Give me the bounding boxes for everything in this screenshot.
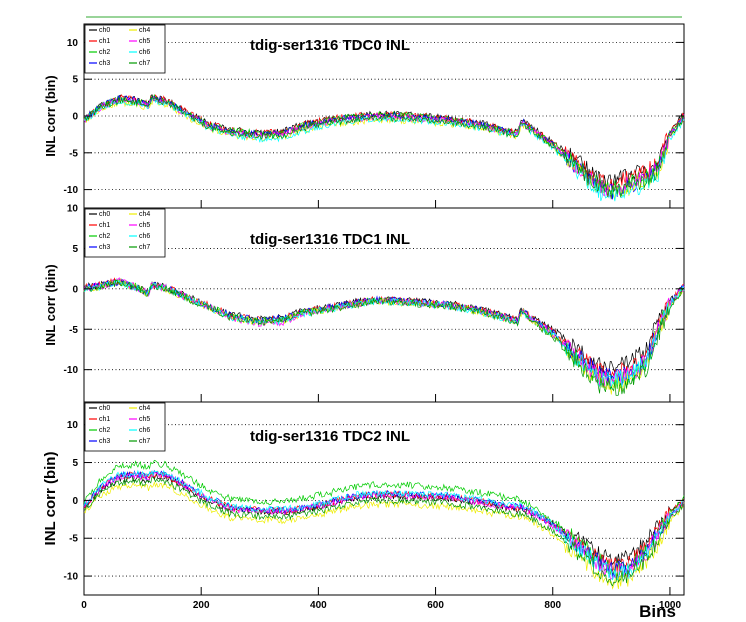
y-tick-label: -10 <box>64 185 79 196</box>
series-line-ch7 <box>83 94 685 199</box>
y-tick-label: -5 <box>69 148 78 159</box>
x-tick-label: 800 <box>544 600 561 611</box>
x-tick-label: 0 <box>81 600 87 611</box>
legend-label-ch4: ch4 <box>139 27 150 34</box>
legend-label-ch4: ch4 <box>139 211 150 218</box>
legend-label-ch1: ch1 <box>99 38 110 45</box>
legend-box <box>84 402 166 452</box>
legend-label-ch4: ch4 <box>139 405 150 412</box>
chart-panel-1: -10 -5 0 5 10 INL corr (bin) tdig-ser1316 TDC1… <box>43 204 685 403</box>
y-axis-label: INL corr (bin) <box>43 75 58 156</box>
y-tick-label: 10 <box>67 420 79 431</box>
chart-title: tdig-ser1316 TDC1 INL <box>250 231 410 248</box>
y-tick-label: 5 <box>72 244 78 255</box>
legend-label-ch6: ch6 <box>139 49 150 56</box>
chart-title: tdig-ser1316 TDC2 INL <box>250 428 410 445</box>
y-tick-label: 0 <box>72 284 78 295</box>
legend-label-ch1: ch1 <box>99 416 110 423</box>
legend-box <box>84 24 166 74</box>
y-tick-label: -5 <box>69 325 78 336</box>
legend-label-ch3: ch3 <box>99 244 110 251</box>
legend-box <box>84 208 166 258</box>
legend-label-ch5: ch5 <box>139 222 150 229</box>
x-tick-label: 1000 <box>659 600 682 611</box>
legend-label-ch5: ch5 <box>139 416 150 423</box>
legend-label-ch3: ch3 <box>99 60 110 67</box>
legend-label-ch3: ch3 <box>99 438 110 445</box>
legend-label-ch2: ch2 <box>99 49 110 56</box>
x-tick-label: 600 <box>427 600 444 611</box>
legend-label-ch2: ch2 <box>99 233 110 240</box>
x-tick-label: 200 <box>193 600 210 611</box>
series-line-ch6 <box>83 469 685 581</box>
y-tick-label: 0 <box>72 496 78 507</box>
legend-label-ch7: ch7 <box>139 438 150 445</box>
y-tick-label: -5 <box>69 534 78 545</box>
y-axis-label: INL corr (bin) <box>42 452 59 546</box>
y-tick-label: 10 <box>67 204 79 215</box>
legend-label-ch7: ch7 <box>139 60 150 67</box>
chart-panel-0: -10 -5 0 5 10 INL corr (bin) tdig-ser1316 TDC0… <box>43 23 685 209</box>
y-tick-label: 5 <box>72 75 78 86</box>
legend-label-ch7: ch7 <box>139 244 150 251</box>
legend-label-ch6: ch6 <box>139 233 150 240</box>
y-tick-label: 0 <box>72 112 78 123</box>
legend-label-ch0: ch0 <box>99 405 110 412</box>
series-line-ch1 <box>83 94 685 193</box>
legend-label-ch1: ch1 <box>99 222 110 229</box>
series-line-ch2 <box>83 459 685 576</box>
legend-label-ch0: ch0 <box>99 211 110 218</box>
series-line-ch4 <box>83 481 685 590</box>
y-tick-label: -10 <box>64 365 79 376</box>
series-line-ch5 <box>83 471 685 580</box>
series-line-ch7 <box>83 279 684 396</box>
series-line-ch7 <box>83 476 685 587</box>
legend-label-ch0: ch0 <box>99 27 110 34</box>
y-tick-label: 5 <box>72 458 78 469</box>
x-axis-label: Bins <box>639 602 676 621</box>
legend-label-ch5: ch5 <box>139 38 150 45</box>
y-tick-label: -10 <box>64 572 79 583</box>
x-tick-label: 400 <box>310 600 327 611</box>
y-tick-label: 10 <box>67 38 79 49</box>
y-axis-label: INL corr (bin) <box>43 264 58 345</box>
chart-title: tdig-ser1316 TDC0 INL <box>250 37 410 54</box>
panels: -10 -5 0 5 10 INL corr (bin) tdig-ser1316 TDC0… <box>42 23 685 621</box>
legend-label-ch2: ch2 <box>99 427 110 434</box>
legend-label-ch6: ch6 <box>139 427 150 434</box>
